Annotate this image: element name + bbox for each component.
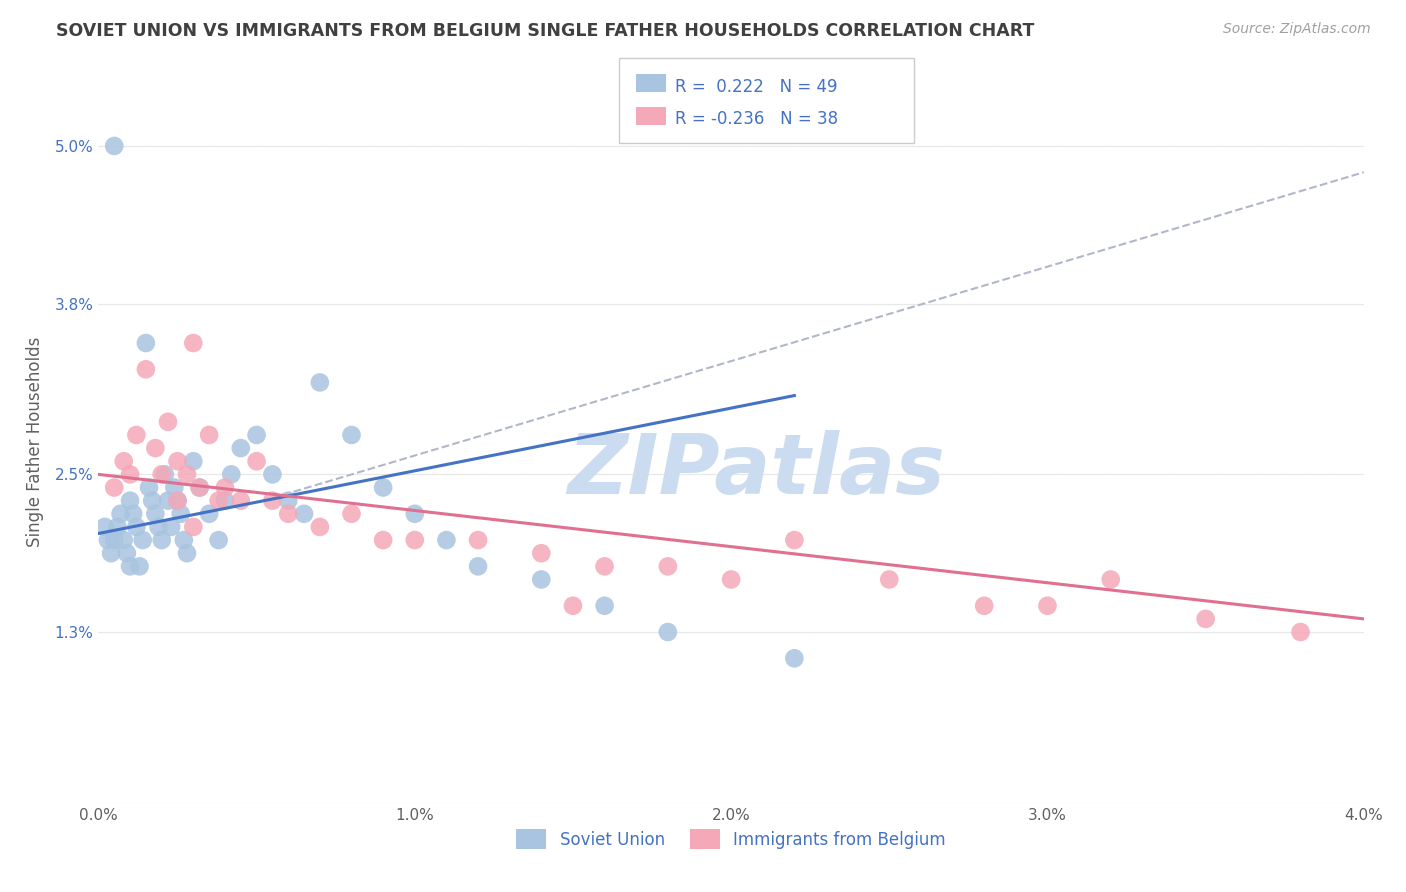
Point <box>112 454 135 468</box>
Point <box>122 507 145 521</box>
Point <box>157 493 180 508</box>
Point <box>145 507 166 521</box>
Point <box>135 336 157 351</box>
Point <box>1099 573 1122 587</box>
Point <box>169 507 191 521</box>
Point <box>229 441 252 455</box>
Point <box>188 481 211 495</box>
Point <box>93 520 117 534</box>
Legend: Soviet Union, Immigrants from Belgium: Soviet Union, Immigrants from Belgium <box>510 822 952 856</box>
Point <box>973 599 995 613</box>
Point <box>103 481 125 495</box>
Point <box>153 467 176 482</box>
Point <box>188 481 211 495</box>
Point <box>107 520 129 534</box>
Point <box>783 533 806 547</box>
Point <box>120 559 141 574</box>
Point <box>138 481 160 495</box>
Point <box>145 441 166 455</box>
Y-axis label: Single Father Households: Single Father Households <box>25 336 44 547</box>
Point <box>262 493 284 508</box>
Point <box>173 533 195 547</box>
Point <box>309 520 332 534</box>
Point <box>657 559 679 574</box>
Point <box>292 507 315 521</box>
Point <box>404 507 426 521</box>
Point <box>309 376 332 390</box>
Point <box>530 546 553 560</box>
Point <box>340 428 363 442</box>
Point <box>163 481 186 495</box>
Point <box>783 651 806 665</box>
Point <box>110 507 132 521</box>
Point <box>166 454 188 468</box>
Point <box>183 336 205 351</box>
Point <box>1195 612 1218 626</box>
Point <box>125 520 148 534</box>
Point <box>120 467 141 482</box>
Point <box>720 573 742 587</box>
Point <box>103 533 125 547</box>
Point <box>340 507 363 521</box>
Point <box>1289 625 1312 640</box>
Point <box>183 454 205 468</box>
Point <box>120 493 141 508</box>
Point <box>467 533 489 547</box>
Point <box>371 481 394 495</box>
Text: SOVIET UNION VS IMMIGRANTS FROM BELGIUM SINGLE FATHER HOUSEHOLDS CORRELATION CHA: SOVIET UNION VS IMMIGRANTS FROM BELGIUM … <box>56 22 1035 40</box>
Text: R = -0.236   N = 38: R = -0.236 N = 38 <box>675 110 838 128</box>
Point <box>877 573 900 587</box>
Point <box>148 520 170 534</box>
Point <box>157 415 180 429</box>
Point <box>100 546 122 560</box>
Point <box>103 139 125 153</box>
Point <box>150 533 173 547</box>
Point <box>214 481 236 495</box>
Point <box>229 493 252 508</box>
Text: R =  0.222   N = 49: R = 0.222 N = 49 <box>675 78 838 95</box>
Point <box>219 467 243 482</box>
Point <box>246 428 269 442</box>
Point <box>246 454 269 468</box>
Text: Source: ZipAtlas.com: Source: ZipAtlas.com <box>1223 22 1371 37</box>
Point <box>125 428 148 442</box>
Point <box>128 559 150 574</box>
Point <box>436 533 458 547</box>
Text: ZIPatlas: ZIPatlas <box>568 430 945 511</box>
Point <box>593 559 616 574</box>
Point <box>198 507 221 521</box>
Point <box>97 533 120 547</box>
Point <box>166 493 188 508</box>
Point <box>135 362 157 376</box>
Point <box>176 467 198 482</box>
Point <box>277 493 299 508</box>
Point <box>150 467 173 482</box>
Point <box>208 493 231 508</box>
Point <box>208 533 231 547</box>
Point <box>277 507 299 521</box>
Point <box>561 599 585 613</box>
Point <box>1036 599 1059 613</box>
Point <box>176 546 198 560</box>
Point <box>183 520 205 534</box>
Point <box>166 493 188 508</box>
Point <box>593 599 616 613</box>
Point <box>530 573 553 587</box>
Point <box>198 428 221 442</box>
Point <box>112 533 135 547</box>
Point <box>115 546 138 560</box>
Point <box>467 559 489 574</box>
Point <box>141 493 163 508</box>
Point <box>371 533 394 547</box>
Point <box>404 533 426 547</box>
Point <box>262 467 284 482</box>
Point <box>132 533 155 547</box>
Point <box>657 625 679 640</box>
Point <box>214 493 236 508</box>
Point <box>160 520 183 534</box>
